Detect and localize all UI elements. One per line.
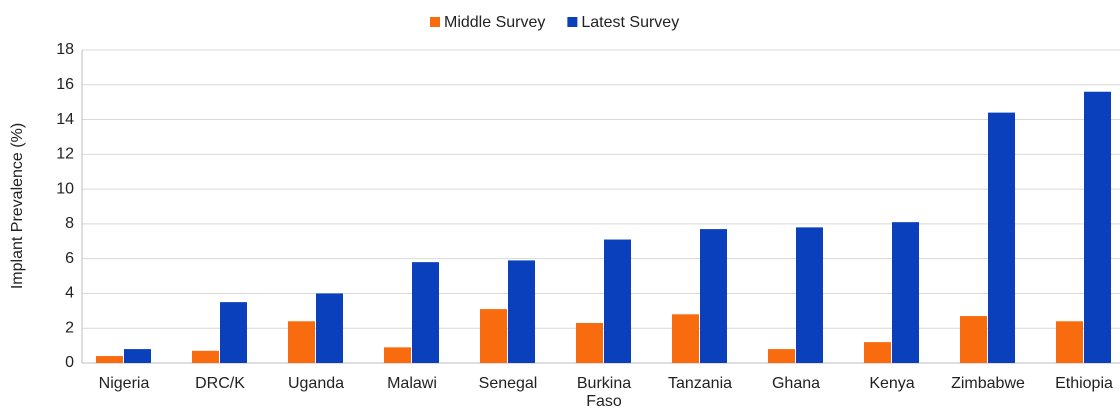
bar bbox=[508, 260, 535, 363]
bar bbox=[316, 293, 343, 363]
bar bbox=[892, 222, 919, 363]
bar bbox=[1084, 91, 1111, 363]
x-tick-label: DRC/K bbox=[195, 375, 245, 392]
bar bbox=[700, 229, 727, 363]
x-tick-label: Zimbabwe bbox=[951, 375, 1025, 392]
legend-label: Middle Survey bbox=[444, 14, 545, 31]
bar bbox=[672, 314, 699, 363]
bar bbox=[960, 316, 987, 363]
y-tick-label: 6 bbox=[65, 250, 74, 267]
y-tick-label: 10 bbox=[56, 180, 74, 197]
x-tick-label: Nigeria bbox=[98, 375, 150, 392]
legend-label: Latest Survey bbox=[581, 14, 679, 31]
legend-swatch bbox=[567, 17, 578, 27]
x-tick-label: Ghana bbox=[771, 375, 821, 392]
y-tick-label: 8 bbox=[65, 215, 74, 232]
bar bbox=[288, 321, 315, 363]
bar bbox=[412, 262, 439, 363]
x-tick-label: Tanzania bbox=[667, 375, 733, 392]
y-tick-label: 14 bbox=[56, 111, 74, 128]
bar bbox=[220, 302, 247, 363]
x-tick-label: Malawi bbox=[387, 375, 437, 392]
bar bbox=[1056, 321, 1083, 363]
x-tick-label: Burkina Faso bbox=[576, 375, 632, 410]
bar bbox=[864, 342, 891, 363]
y-tick-label: 4 bbox=[65, 285, 74, 302]
bar bbox=[796, 227, 823, 363]
y-tick-label: 0 bbox=[65, 354, 74, 371]
y-axis-label: Implant Prevalence (%) bbox=[9, 123, 26, 289]
x-tick-label: Kenya bbox=[869, 375, 915, 392]
x-tick-label: Senegal bbox=[478, 375, 538, 392]
bar bbox=[96, 356, 123, 363]
y-tick-label: 2 bbox=[65, 319, 74, 336]
y-tick-label: 12 bbox=[56, 146, 74, 163]
x-tick-label: Uganda bbox=[287, 375, 345, 392]
bar bbox=[576, 323, 603, 363]
y-tick-label: 18 bbox=[56, 41, 74, 58]
bar bbox=[768, 349, 795, 363]
bar bbox=[124, 349, 151, 363]
y-tick-label: 16 bbox=[56, 76, 74, 93]
x-tick-label: Ethiopia bbox=[1055, 375, 1113, 392]
legend-swatch bbox=[430, 17, 440, 27]
bar bbox=[604, 239, 631, 363]
bar bbox=[192, 350, 219, 363]
bar bbox=[384, 347, 411, 363]
bar bbox=[480, 309, 507, 363]
bar bbox=[988, 112, 1015, 363]
